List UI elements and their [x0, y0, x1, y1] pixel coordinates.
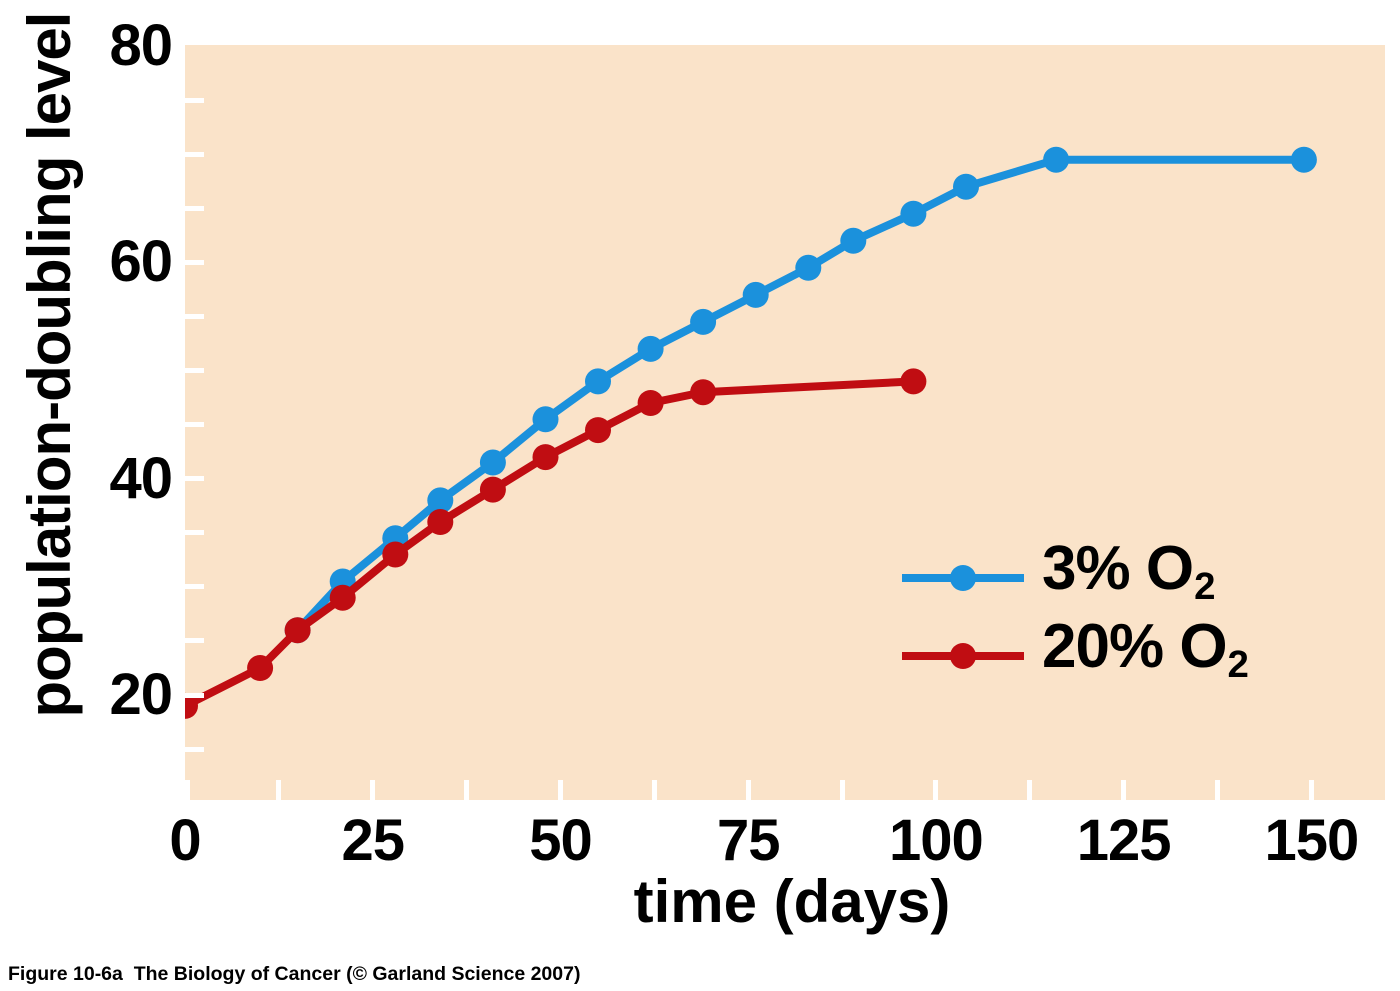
x-tick-label: 100 [889, 808, 984, 873]
y-minor-tick [185, 692, 204, 698]
legend-label-text: 20% O [1042, 612, 1228, 682]
legend-dot-icon [950, 565, 976, 591]
x-minor-tick [557, 780, 563, 800]
legend-label-subscript: 2 [1194, 564, 1215, 608]
x-tick-label: 0 [169, 808, 201, 873]
y-minor-tick [185, 422, 204, 428]
data-point-marker [900, 368, 927, 395]
x-minor-tick [276, 780, 282, 800]
series-line [294, 155, 1304, 633]
series-20o2 [185, 368, 927, 719]
y-tick-label: 60 [109, 229, 173, 295]
x-minor-tick [651, 780, 657, 800]
data-point-marker [284, 617, 311, 644]
series-canvas [185, 146, 1317, 719]
x-minor-tick [839, 780, 845, 800]
data-point-marker [532, 444, 559, 471]
data-point-marker [185, 692, 198, 719]
y-tick-label: 80 [109, 13, 173, 79]
x-minor-tick [1121, 780, 1127, 800]
x-minor-tick [1308, 780, 1314, 800]
legend-label: 3% O2 [1042, 538, 1215, 617]
data-point-marker [427, 509, 454, 535]
y-minor-tick [185, 584, 204, 590]
legend-label-text: 3% O [1042, 534, 1194, 604]
data-point-marker [329, 584, 356, 611]
data-point-marker [247, 655, 274, 681]
figure-caption: Figure 10-6a The Biology of Cancer (© Ga… [8, 963, 581, 985]
data-point-marker [637, 335, 664, 362]
plot-area: 3% O2 20% O2 [185, 45, 1385, 800]
legend-swatch [902, 545, 1024, 611]
legend-dot-icon [950, 643, 976, 669]
data-point-marker [795, 254, 822, 281]
y-tick-label: 20 [109, 662, 173, 728]
y-minor-tick [185, 313, 204, 319]
data-point-marker [637, 390, 664, 416]
data-point-marker [532, 406, 559, 433]
y-minor-tick [185, 530, 204, 536]
y-minor-tick [185, 368, 204, 374]
data-point-marker [900, 200, 927, 227]
x-minor-tick [464, 780, 470, 800]
y-minor-tick [185, 259, 204, 265]
x-tick-label: 25 [341, 808, 405, 873]
y-axis-title: population-doubling level [16, 12, 83, 718]
y-minor-tick [185, 205, 204, 211]
legend-row: 3% O2 [902, 538, 1215, 611]
series-3o2 [284, 146, 1317, 644]
y-minor-tick [185, 151, 204, 157]
x-minor-tick [1027, 780, 1033, 800]
data-point-marker [1290, 146, 1317, 173]
x-tick-label: 125 [1076, 808, 1172, 873]
legend-label: 20% O2 [1042, 616, 1249, 695]
x-minor-tick [1215, 780, 1221, 800]
data-point-marker [690, 379, 717, 406]
y-minor-tick [185, 476, 204, 482]
x-axis-title: time (days) [633, 868, 951, 935]
y-minor-tick [185, 97, 204, 103]
data-point-marker [382, 541, 409, 568]
data-point-marker [690, 308, 717, 335]
data-point-marker [585, 368, 611, 395]
x-minor-tick [933, 780, 939, 800]
y-minor-tick [185, 638, 204, 644]
x-minor-tick [185, 780, 190, 800]
y-minor-tick [185, 746, 204, 752]
legend-row: 20% O2 [902, 616, 1249, 689]
y-tick-label: 40 [109, 445, 173, 511]
legend-label-subscript: 2 [1227, 642, 1249, 686]
data-point-marker [479, 449, 506, 476]
legend-swatch [902, 623, 1024, 689]
data-point-marker [953, 173, 979, 200]
data-point-marker [1043, 146, 1070, 173]
data-point-marker [840, 227, 867, 254]
data-point-marker [742, 281, 769, 308]
x-tick-label: 50 [529, 808, 593, 873]
x-minor-tick [745, 780, 751, 800]
data-point-marker [427, 487, 454, 514]
x-minor-tick [370, 780, 376, 800]
x-tick-label: 75 [716, 808, 781, 873]
x-tick-label: 150 [1264, 808, 1360, 873]
data-point-marker [479, 476, 506, 503]
data-point-marker [585, 417, 611, 444]
